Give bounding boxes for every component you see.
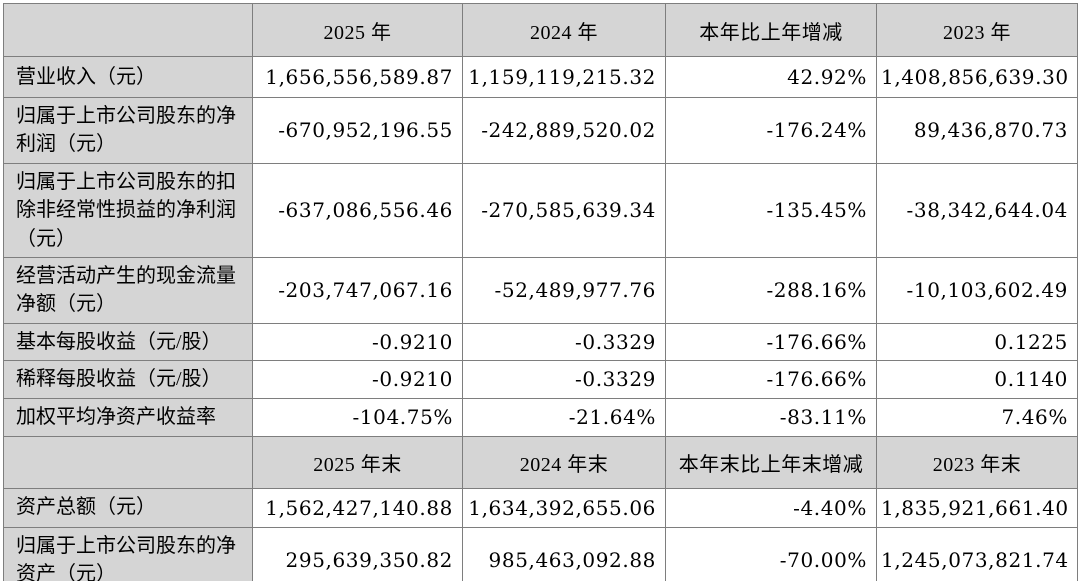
cell-value: 1,408,856,639.30 [876, 56, 1078, 98]
cell-value: 0.1140 [876, 360, 1078, 399]
cell-value: -4.40% [665, 487, 877, 528]
row-label-total-assets: 资产总额（元） [3, 487, 253, 528]
column-header-2023: 2023 年 [876, 3, 1078, 57]
financial-summary-table: 2025 年 2024 年 本年比上年增减 2023 年 营业收入（元） 1,6… [3, 3, 1078, 581]
cell-value: -288.16% [665, 256, 877, 324]
cell-value: 1,562,427,140.88 [252, 487, 463, 528]
row-label-basic-eps: 基本每股收益（元/股） [3, 322, 253, 362]
header-row-annual: 2025 年 2024 年 本年比上年增减 2023 年 [3, 3, 1078, 57]
column-header-yoy-change: 本年比上年增减 [665, 3, 877, 57]
table-row-revenue: 营业收入（元） 1,656,556,589.87 1,159,119,215.3… [3, 56, 1078, 98]
cell-value: 1,634,392,655.06 [462, 487, 666, 528]
table-row-operating-cash-flow: 经营活动产生的现金流量净额（元） -203,747,067.16 -52,489… [3, 256, 1078, 324]
header-row-period-end: 2025 年末 2024 年末 本年末比上年末增减 2023 年末 [3, 435, 1078, 489]
row-label-revenue: 营业收入（元） [3, 56, 253, 98]
cell-value: -21.64% [462, 397, 666, 437]
cell-value: -242,889,520.02 [462, 97, 666, 164]
cell-value: -104.75% [252, 397, 463, 437]
row-label-net-profit-excl-nonrecurring: 归属于上市公司股东的扣除非经常性损益的净利润（元） [3, 162, 253, 258]
cell-value: -135.45% [665, 162, 877, 258]
cell-value: 295,639,350.82 [252, 526, 463, 581]
corner-cell [3, 435, 253, 489]
cell-value: -270,585,639.34 [462, 162, 666, 258]
column-header-2023-end: 2023 年末 [876, 435, 1078, 489]
cell-value: -83.11% [665, 397, 877, 437]
cell-value: -52,489,977.76 [462, 256, 666, 324]
column-header-end-yoy-change: 本年末比上年末增减 [665, 435, 877, 489]
table-row-diluted-eps: 稀释每股收益（元/股） -0.9210 -0.3329 -176.66% 0.1… [3, 360, 1078, 399]
row-label-weighted-avg-roe: 加权平均净资产收益率 [3, 397, 253, 437]
cell-value: -70.00% [665, 526, 877, 581]
cell-value: 1,835,921,661.40 [876, 487, 1078, 528]
cell-value: -0.9210 [252, 322, 463, 362]
cell-value: -38,342,644.04 [876, 162, 1078, 258]
row-label-diluted-eps: 稀释每股收益（元/股） [3, 360, 253, 399]
cell-value: 1,245,073,821.74 [876, 526, 1078, 581]
column-header-2025: 2025 年 [252, 3, 463, 57]
cell-value: 1,656,556,589.87 [252, 56, 463, 98]
table-row-weighted-avg-roe: 加权平均净资产收益率 -104.75% -21.64% -83.11% 7.46… [3, 397, 1078, 437]
cell-value: -203,747,067.16 [252, 256, 463, 324]
table-row-net-profit: 归属于上市公司股东的净利润（元） -670,952,196.55 -242,88… [3, 97, 1078, 164]
table-row-net-assets: 归属于上市公司股东的净资产（元） 295,639,350.82 985,463,… [3, 526, 1078, 581]
cell-value: -0.3329 [462, 322, 666, 362]
cell-value: 985,463,092.88 [462, 526, 666, 581]
cell-value: -176.24% [665, 97, 877, 164]
cell-value: -176.66% [665, 360, 877, 399]
cell-value: 7.46% [876, 397, 1078, 437]
cell-value: -176.66% [665, 322, 877, 362]
cell-value: 0.1225 [876, 322, 1078, 362]
row-label-net-profit: 归属于上市公司股东的净利润（元） [3, 97, 253, 164]
column-header-2025-end: 2025 年末 [252, 435, 463, 489]
cell-value: -0.9210 [252, 360, 463, 399]
cell-value: 1,159,119,215.32 [462, 56, 666, 98]
table-row-net-profit-excl-nonrecurring: 归属于上市公司股东的扣除非经常性损益的净利润（元） -637,086,556.4… [3, 162, 1078, 258]
cell-value: -637,086,556.46 [252, 162, 463, 258]
row-label-operating-cash-flow: 经营活动产生的现金流量净额（元） [3, 256, 253, 324]
corner-cell [3, 3, 253, 57]
cell-value: -0.3329 [462, 360, 666, 399]
column-header-2024-end: 2024 年末 [462, 435, 666, 489]
cell-value: -10,103,602.49 [876, 256, 1078, 324]
cell-value: 89,436,870.73 [876, 97, 1078, 164]
cell-value: -670,952,196.55 [252, 97, 463, 164]
table-row-basic-eps: 基本每股收益（元/股） -0.9210 -0.3329 -176.66% 0.1… [3, 322, 1078, 362]
table-row-total-assets: 资产总额（元） 1,562,427,140.88 1,634,392,655.0… [3, 487, 1078, 528]
cell-value: 42.92% [665, 56, 877, 98]
row-label-net-assets: 归属于上市公司股东的净资产（元） [3, 526, 253, 581]
column-header-2024: 2024 年 [462, 3, 666, 57]
